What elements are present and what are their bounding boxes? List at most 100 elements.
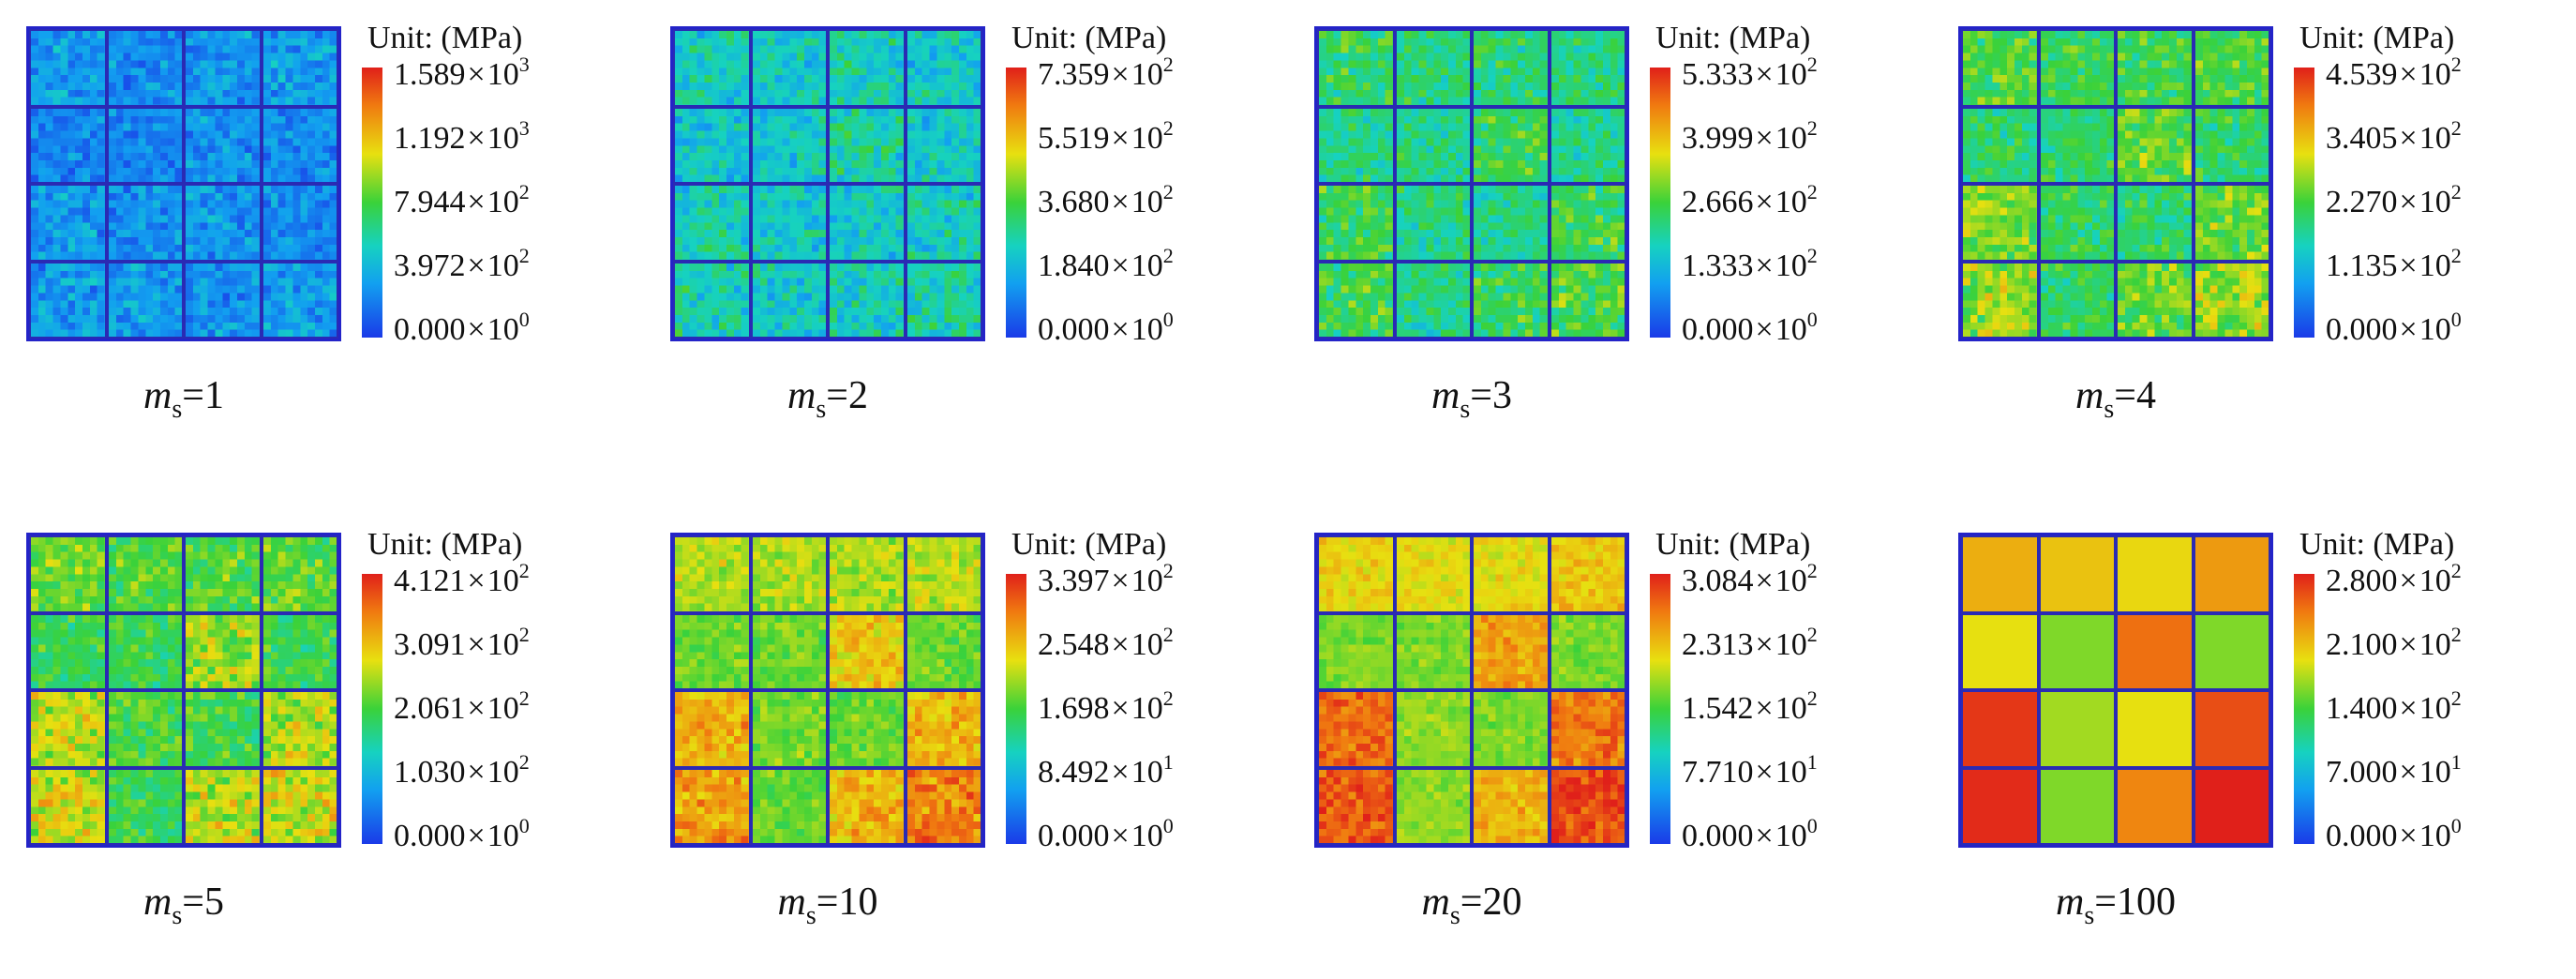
heatmap-cell bbox=[307, 130, 315, 139]
heatmap-cell bbox=[1474, 89, 1482, 98]
heatmap-cell bbox=[1348, 108, 1356, 116]
heatmap-cell bbox=[1403, 159, 1412, 168]
heatmap-cell bbox=[936, 215, 944, 223]
heatmap-cell bbox=[958, 152, 966, 160]
heatmap-cell bbox=[60, 314, 68, 323]
heatmap-cell bbox=[1333, 307, 1341, 315]
heatmap-cell bbox=[973, 307, 981, 315]
heatmap-cell bbox=[1565, 329, 1574, 337]
heatmap-cell bbox=[37, 167, 46, 175]
heatmap-cell bbox=[1355, 144, 1364, 153]
heatmap-cell bbox=[696, 251, 705, 260]
heatmap-cell bbox=[874, 89, 882, 98]
heatmap-cell bbox=[152, 89, 160, 98]
heatmap-cell bbox=[322, 215, 330, 223]
heatmap-cell bbox=[1532, 152, 1540, 160]
heatmap-cell bbox=[836, 45, 845, 53]
heatmap-cell bbox=[689, 263, 697, 271]
heatmap-cell bbox=[137, 322, 145, 330]
heatmap-cell bbox=[1325, 230, 1334, 238]
heatmap-cell bbox=[37, 31, 46, 39]
heatmap-cell bbox=[844, 322, 852, 330]
heatmap-cell bbox=[973, 144, 981, 153]
heatmap-cell bbox=[1418, 292, 1427, 300]
heatmap-cell bbox=[796, 292, 804, 300]
heatmap-cell bbox=[277, 137, 286, 145]
heatmap-cell bbox=[251, 38, 260, 46]
heatmap-cell bbox=[186, 322, 194, 330]
heatmap-cell bbox=[1573, 299, 1581, 308]
heatmap-cell bbox=[277, 314, 286, 323]
heatmap-cell bbox=[895, 251, 904, 260]
heatmap-cell bbox=[675, 314, 683, 323]
heatmap-cell bbox=[167, 68, 175, 76]
heatmap-cell bbox=[31, 123, 39, 131]
heatmap-cell bbox=[329, 329, 337, 337]
heatmap-cell bbox=[830, 97, 838, 105]
heatmap-cell bbox=[1319, 263, 1327, 271]
heatmap-cell bbox=[159, 251, 168, 260]
heatmap-cell bbox=[1377, 115, 1385, 124]
heatmap-cell bbox=[1363, 244, 1371, 252]
heatmap-cell bbox=[1488, 230, 1496, 238]
heatmap-cell bbox=[37, 263, 46, 271]
heatmap-cell bbox=[719, 82, 727, 90]
heatmap-cell bbox=[788, 285, 797, 294]
heatmap-cell bbox=[951, 236, 959, 245]
heatmap-cell bbox=[906, 192, 915, 201]
heatmap-cell bbox=[1355, 115, 1364, 124]
heatmap-cell bbox=[1510, 82, 1519, 90]
heatmap-cell bbox=[1418, 329, 1427, 337]
heatmap-cell bbox=[726, 137, 734, 145]
heatmap-cell bbox=[1447, 244, 1456, 252]
heatmap-cell bbox=[1432, 244, 1441, 252]
heatmap-cell bbox=[89, 31, 97, 39]
heatmap-cell bbox=[1503, 285, 1511, 294]
heatmap-cell bbox=[45, 285, 53, 294]
heatmap-cell bbox=[97, 60, 105, 68]
heatmap-cell bbox=[215, 307, 223, 315]
heatmap-cell bbox=[1602, 159, 1610, 168]
heatmap-cell bbox=[1474, 152, 1482, 160]
heatmap-cell bbox=[895, 144, 904, 153]
heatmap-cell bbox=[966, 53, 974, 61]
heatmap-cell bbox=[1565, 292, 1574, 300]
heatmap-cell bbox=[108, 192, 116, 201]
heatmap-cell bbox=[277, 200, 286, 208]
heatmap-cell bbox=[973, 292, 981, 300]
heatmap-cell bbox=[262, 186, 271, 194]
heatmap-cell bbox=[1565, 244, 1574, 252]
heatmap-cell bbox=[929, 53, 937, 61]
heatmap-cell bbox=[1587, 108, 1595, 116]
colorbar-tick-label: 5.519×102 bbox=[1038, 118, 1174, 155]
heatmap-cell bbox=[1319, 251, 1327, 260]
heatmap-cell bbox=[1573, 68, 1581, 76]
heatmap-cell bbox=[1325, 329, 1334, 337]
heatmap-cell bbox=[299, 137, 307, 145]
heatmap-cell bbox=[123, 38, 131, 46]
heatmap-cell bbox=[186, 270, 194, 279]
heatmap-cell bbox=[966, 322, 974, 330]
heatmap-cell bbox=[1462, 68, 1470, 76]
heatmap-cell bbox=[741, 38, 749, 46]
heatmap-cell bbox=[1587, 82, 1595, 90]
heatmap-cell bbox=[866, 68, 875, 76]
heatmap-cell bbox=[1480, 97, 1489, 105]
heatmap-cell bbox=[866, 97, 875, 105]
heatmap-cell bbox=[329, 167, 337, 175]
heatmap-cell bbox=[859, 68, 867, 76]
heatmap-cell bbox=[67, 89, 76, 98]
heatmap-cell bbox=[152, 108, 160, 116]
heatmap-cell bbox=[1432, 167, 1441, 175]
heatmap-block bbox=[1549, 261, 1626, 339]
heatmap-cell bbox=[37, 244, 46, 252]
heatmap-cell bbox=[1580, 68, 1588, 76]
colorbar bbox=[1650, 68, 1670, 338]
heatmap-cell bbox=[82, 207, 90, 216]
heatmap-cell bbox=[1425, 186, 1433, 194]
heatmap-cell bbox=[851, 82, 860, 90]
heatmap-cell bbox=[1573, 108, 1581, 116]
heatmap-cell bbox=[1488, 38, 1496, 46]
heatmap-cell bbox=[137, 97, 145, 105]
heatmap-cell bbox=[152, 285, 160, 294]
